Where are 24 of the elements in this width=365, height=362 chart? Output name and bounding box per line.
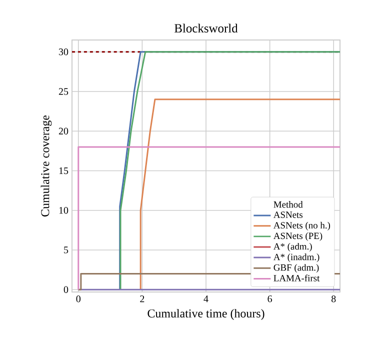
x-axis-title: Cumulative time (hours) [148, 309, 264, 320]
chart-title: Blocksworld [174, 24, 238, 32]
y-tick-label: 30 [59, 48, 68, 56]
legend-label: ASNets (PE) [274, 232, 322, 241]
y-axis-title: Cumulative coverage [40, 115, 52, 216]
y-tick-label: 10 [59, 207, 68, 214]
x-tick-label: 0 [76, 296, 80, 302]
y-tick-label: 15 [59, 167, 68, 174]
line-series [140, 98, 340, 290]
x-tick-label: 4 [204, 296, 208, 302]
legend-label: A* (inadm.) [274, 254, 320, 262]
y-tick-label: 5 [64, 246, 68, 254]
x-tick-label: 8 [332, 296, 336, 302]
legend-label: A* (adm.) [274, 242, 312, 252]
legend-label: ASNets (no h.) [274, 222, 330, 230]
legend-label: LAMA-first [274, 274, 320, 282]
legend-label: ASNets [274, 212, 303, 218]
x-tick-label: 2 [140, 296, 144, 302]
legend-label: GBF (adm.) [274, 264, 319, 273]
legend-title: Method [274, 201, 303, 208]
y-tick-label: 0 [64, 286, 68, 293]
y-tick-label: 20 [58, 128, 68, 134]
y-tick-label: 25 [58, 88, 68, 95]
x-tick-label: 6 [268, 296, 272, 302]
